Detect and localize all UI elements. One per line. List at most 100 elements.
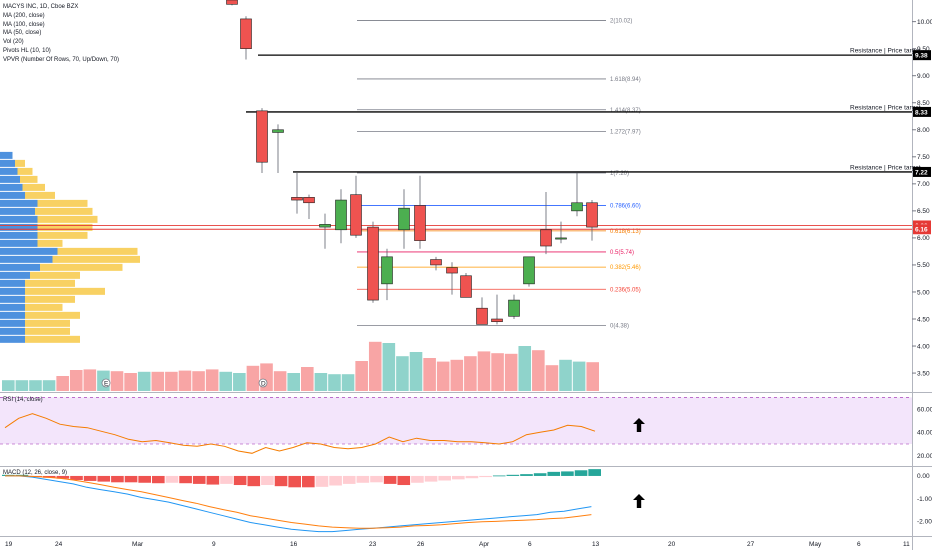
price-tick-label: 9.00 xyxy=(917,73,930,80)
macd-histogram-bar xyxy=(452,475,465,480)
legend-ma200[interactable]: MA (200, close) xyxy=(3,12,45,19)
vpvr-bar-down xyxy=(37,239,63,247)
volume-bar xyxy=(205,369,219,391)
vpvr-bar-up xyxy=(0,311,25,319)
candle-body xyxy=(540,229,552,247)
vpvr-bar-up xyxy=(0,183,23,191)
resistance-price-tag-label: 7.22 xyxy=(915,169,928,176)
volume-bar xyxy=(15,380,29,391)
vpvr-bar-down xyxy=(25,327,70,335)
legend-volume[interactable]: Vol (20) xyxy=(3,39,24,46)
macd-histogram-bar xyxy=(124,475,138,483)
volume-bar xyxy=(532,350,545,391)
vpvr-bar-down xyxy=(37,231,88,239)
macd-tick-label: 0.00 xyxy=(917,473,930,480)
date-tick-label: 26 xyxy=(417,541,425,548)
macd-histogram-bar xyxy=(561,471,574,476)
macd-histogram-bar xyxy=(356,475,370,483)
resistance-label: Resistance | Price target xyxy=(850,48,921,55)
vpvr-bar-up xyxy=(0,175,20,183)
volume-bar xyxy=(572,361,586,391)
indicator-legend: MACYS INC, 1D, Cboe BZX MA (200, close) … xyxy=(3,3,119,65)
volume-bar xyxy=(151,371,165,391)
macd-histogram-bar xyxy=(397,475,411,486)
price-tick-label: 3.50 xyxy=(917,370,930,377)
macd-histogram-bar xyxy=(479,475,492,478)
legend-title[interactable]: MACYS INC, 1D, Cboe BZX xyxy=(3,4,79,10)
candle-body xyxy=(491,318,503,323)
legend-ma50[interactable]: MA (50, close) xyxy=(3,30,42,37)
vpvr-bar-down xyxy=(25,319,70,327)
fib-level-label: 0.5(5.74) xyxy=(610,250,634,256)
macd-histogram-bar xyxy=(165,475,179,483)
volume-bar xyxy=(56,376,69,391)
fib-level-label: 0.382(5.46) xyxy=(610,265,641,271)
macd-histogram-bar xyxy=(329,475,342,486)
candle-body xyxy=(398,207,410,231)
vpvr-bar-up xyxy=(0,287,25,295)
macd-histogram-bar xyxy=(492,475,506,477)
vpvr-bar-down xyxy=(15,159,25,167)
vpvr-bar-up xyxy=(0,151,13,159)
legend-pivots[interactable]: Pivots HL (10, 10) xyxy=(3,47,51,54)
resistance-label: Resistance | Price target xyxy=(850,104,921,111)
volume-bar xyxy=(42,380,56,391)
date-tick-label: 6 xyxy=(528,541,532,548)
date-tick-label: 6 xyxy=(857,541,861,548)
price-tick-label: 6.50 xyxy=(917,208,930,215)
macd-histogram-bar xyxy=(506,474,520,476)
date-tick-label: 13 xyxy=(592,541,600,548)
date-tick-label: 19 xyxy=(5,541,13,548)
price-tick-label: 5.00 xyxy=(917,289,930,296)
price-tick-label: 7.50 xyxy=(917,154,930,161)
candle-body xyxy=(555,237,567,240)
resistance-price-tag xyxy=(913,166,931,177)
date-tick-label: May xyxy=(809,541,822,548)
vpvr-bar-down xyxy=(22,183,45,191)
earnings-marker xyxy=(101,378,111,388)
volume-bar xyxy=(314,373,328,391)
vpvr-bar-down xyxy=(25,279,75,287)
resistance-price-tag xyxy=(913,106,931,117)
price-tick-label: 8.50 xyxy=(917,100,930,107)
macd-histogram-bar xyxy=(520,474,533,476)
volume-bar xyxy=(436,361,450,391)
volume-bar xyxy=(124,373,137,391)
rsi-up-arrow-icon xyxy=(633,418,645,432)
rsi-label[interactable]: RSI (14, close) xyxy=(3,397,43,403)
date-tick-label: 24 xyxy=(55,541,63,548)
legend-vpvr[interactable]: VPVR (Number Of Rows, 70, Up/Down, 70) xyxy=(3,56,120,63)
vpvr-bar-up xyxy=(0,279,25,287)
rsi-tick-label: 20.00 xyxy=(917,453,932,460)
macd-histogram-bar xyxy=(15,474,29,476)
vpvr-bar-up xyxy=(0,239,38,247)
fib-level-label: 1.618(8.94) xyxy=(610,77,641,83)
dividend-marker-label: D xyxy=(261,381,266,388)
volume-bar xyxy=(219,371,233,391)
vpvr-bar-down xyxy=(17,167,33,175)
legend-ma100[interactable]: MA (100, close) xyxy=(3,21,45,28)
date-tick-label: 9 xyxy=(212,541,216,548)
volume-bar xyxy=(586,362,599,391)
volume-bar xyxy=(178,370,192,391)
vpvr-bar-down xyxy=(25,287,105,295)
volume-bar xyxy=(382,343,396,391)
candle-body xyxy=(226,0,238,5)
macd-histogram-bar xyxy=(547,471,561,476)
vpvr-bar-up xyxy=(0,167,18,175)
candle-body xyxy=(367,226,379,301)
vpvr-bar-down xyxy=(37,215,98,223)
earnings-marker-label: E xyxy=(104,381,109,388)
vpvr-bar-up xyxy=(0,223,38,231)
macd-histogram-bar xyxy=(152,475,165,484)
macd-label[interactable]: MACD (12, 26, close, 9) xyxy=(3,470,68,476)
date-tick-label: 23 xyxy=(369,541,377,548)
candle-body xyxy=(303,197,315,204)
macd-histogram-bar xyxy=(192,475,206,484)
volume-bar xyxy=(69,370,83,391)
fib-level-label: 0.618(6.13) xyxy=(610,229,641,235)
candle-body xyxy=(381,256,393,285)
current-price-tag-label: 6.16 xyxy=(915,227,928,234)
volume-bar xyxy=(301,367,314,391)
date-tick-label: Apr xyxy=(479,541,490,548)
